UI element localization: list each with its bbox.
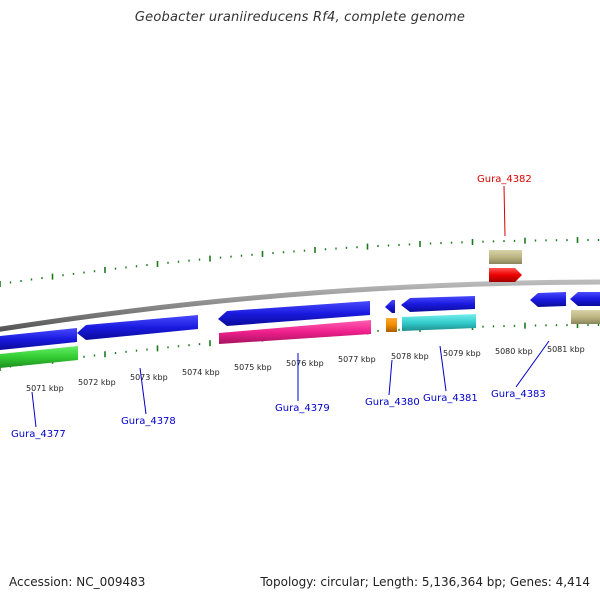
feature-magenta-gura-4379 — [219, 320, 371, 344]
upper-tick-scale — [0, 237, 600, 287]
kbp-label: 5078 kbp — [391, 352, 429, 361]
gene-callout-lines — [31, 340, 550, 428]
kbp-label: 5076 kbp — [286, 359, 324, 368]
feature-khaki-gura-4382 — [489, 250, 522, 264]
gene-arrow-gura-4377[interactable] — [0, 328, 77, 350]
kbp-labels: 5071 kbp 5072 kbp 5073 kbp 5074 kbp 5075… — [26, 345, 585, 393]
feature-green-gura-4377 — [0, 346, 78, 368]
gene-label-gura-4383[interactable]: Gura_4383 — [491, 389, 546, 400]
gene-label-gura-4382[interactable]: Gura_4382 — [477, 174, 532, 185]
gene-arrow-gura-4382[interactable] — [489, 268, 522, 282]
callout-line-gura-4377 — [31, 391, 37, 428]
kbp-label: 5071 kbp — [26, 384, 64, 393]
gene-arrow-gura-4380[interactable] — [385, 300, 395, 313]
callout-line-gura-4380 — [388, 359, 393, 396]
gene-label-gura-4379[interactable]: Gura_4379 — [275, 403, 330, 414]
gene-label-gura-4377[interactable]: Gura_4377 — [11, 429, 66, 440]
gene-label-gura-4380[interactable]: Gura_4380 — [365, 397, 420, 408]
callout-line-gura-4378 — [139, 367, 147, 415]
gene-labels: Gura_4377 Gura_4378 Gura_4379 Gura_4380 … — [11, 174, 546, 440]
genome-backbone — [0, 279, 600, 332]
kbp-label: 5080 kbp — [495, 347, 533, 356]
callout-line-gura-4381 — [439, 345, 447, 392]
genome-title: Geobacter uraniireducens Rf4, complete g… — [134, 10, 466, 25]
gene-arrow-gura-4383[interactable] — [530, 292, 566, 307]
kbp-label: 5074 kbp — [182, 368, 220, 377]
accession-text: Accession: NC_009483 — [9, 575, 146, 589]
feature-orange-gura-4380 — [386, 318, 397, 332]
feature-cyan-gura-4381 — [402, 314, 476, 331]
callout-line-gura-4383 — [515, 340, 550, 388]
topology-text: Topology: circular; Length: 5,136,364 bp… — [260, 575, 590, 589]
kbp-label: 5072 kbp — [78, 378, 116, 387]
gene-label-gura-4381[interactable]: Gura_4381 — [423, 393, 478, 404]
gene-arrow-gura-4379[interactable] — [218, 301, 370, 326]
kbp-label: 5073 kbp — [130, 373, 168, 382]
feature-khaki-right — [571, 310, 600, 324]
gene-arrow-gura-4378[interactable] — [77, 315, 198, 340]
kbp-label: 5081 kbp — [547, 345, 585, 354]
gene-arrow-right-edge[interactable] — [570, 292, 600, 306]
kbp-label: 5079 kbp — [443, 349, 481, 358]
kbp-label: 5077 kbp — [338, 355, 376, 364]
gene-label-gura-4378[interactable]: Gura_4378 — [121, 416, 176, 427]
kbp-label: 5075 kbp — [234, 363, 272, 372]
gene-arrow-gura-4381[interactable] — [401, 296, 475, 312]
callout-line-gura-4382 — [503, 185, 506, 237]
